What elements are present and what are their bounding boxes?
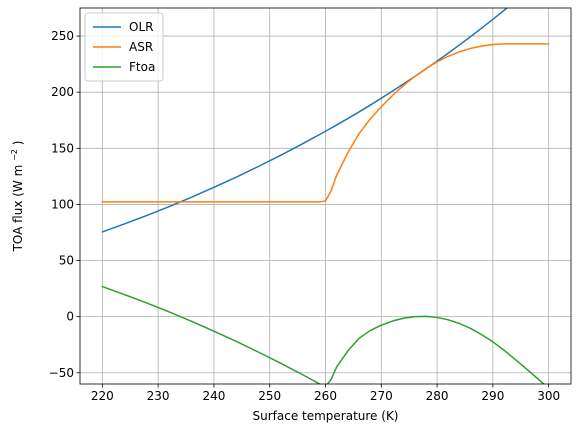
legend: OLR ASR Ftoa bbox=[84, 12, 164, 82]
series-line-olr bbox=[101, 8, 509, 233]
y-tick-label: 100 bbox=[51, 197, 74, 211]
y-tick-label: 150 bbox=[51, 141, 74, 155]
series-line-ftoa bbox=[101, 285, 545, 384]
x-axis-label: Surface temperature (K) bbox=[252, 409, 398, 423]
x-tick-label: 240 bbox=[202, 389, 225, 403]
x-tick-label: 230 bbox=[147, 389, 170, 403]
y-axis-label-prefix: TOA flux (W m bbox=[11, 165, 25, 253]
legend-label-ftoa: Ftoa bbox=[129, 60, 155, 74]
y-tick-label: 0 bbox=[66, 310, 74, 324]
legend-label-olr: OLR bbox=[129, 20, 153, 34]
x-tick-label: 250 bbox=[258, 389, 281, 403]
legend-box bbox=[84, 12, 164, 82]
x-tick-label: 300 bbox=[537, 389, 560, 403]
y-axis-label-suffix: ) bbox=[11, 141, 25, 146]
y-axis-label-superscript: −2 bbox=[10, 149, 19, 161]
axis-ticks: 220 230 240 250 260 270 280 290 300 −50 0 50 100 150 2… bbox=[49, 29, 560, 403]
x-tick-label: 270 bbox=[370, 389, 393, 403]
series-line-asr bbox=[101, 43, 550, 203]
x-tick-label: 290 bbox=[481, 389, 504, 403]
legend-label-asr: ASR bbox=[129, 40, 153, 54]
grid-lines bbox=[80, 8, 571, 384]
y-tick-label: 250 bbox=[51, 29, 74, 43]
y-tick-label: −50 bbox=[49, 366, 74, 380]
y-axis-label: TOA flux (W m −2 ) bbox=[6, 141, 25, 253]
series-lines bbox=[101, 8, 550, 384]
x-tick-label: 280 bbox=[426, 389, 449, 403]
y-tick-label: 200 bbox=[51, 85, 74, 99]
x-tick-label: 260 bbox=[314, 389, 337, 403]
x-tick-label: 220 bbox=[91, 389, 114, 403]
y-tick-label: 50 bbox=[59, 254, 74, 268]
